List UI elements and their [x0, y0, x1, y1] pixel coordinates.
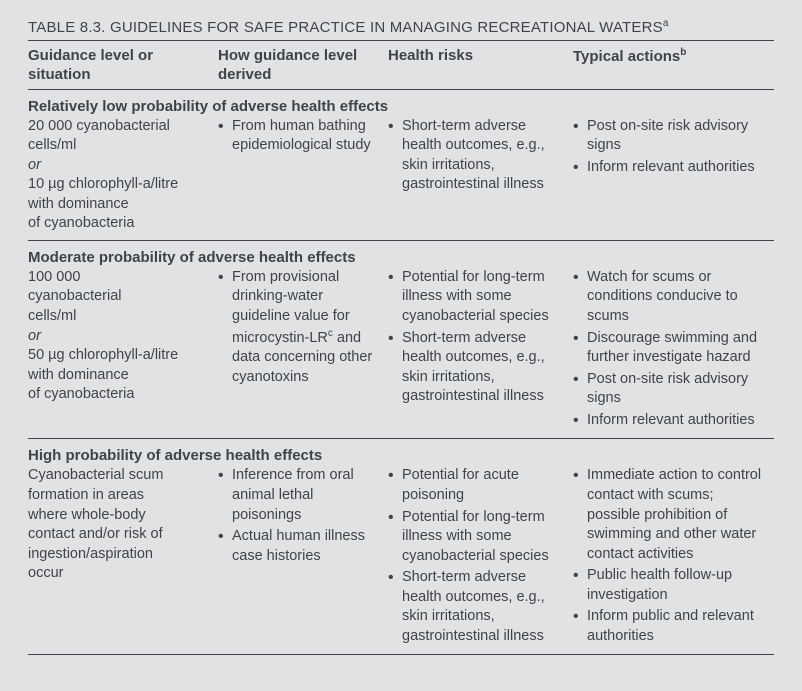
risk-item: Potential for long-term illness with som…: [388, 268, 563, 327]
risks-list: Potential for long-term illness with som…: [388, 268, 563, 407]
situation-line: cells/ml: [28, 307, 208, 327]
guidance-level-cell: 100 000cyanobacterialcells/mlor50 µg chl…: [28, 268, 218, 433]
situation-line: 50 µg chlorophyll-a/litre: [28, 346, 208, 366]
typical-actions-cell: Post on-site risk advisory signsInform r…: [573, 117, 768, 234]
health-risks-cell: Potential for acute poisoningPotential f…: [388, 466, 573, 648]
column-headers: Guidance level or situation How guidance…: [28, 47, 774, 85]
action-item: Discourage swimming and further investig…: [573, 329, 768, 368]
guidance-row: Cyanobacterial scumformation in areaswhe…: [28, 466, 774, 648]
how-derived-cell: From provisional drinking-water guidelin…: [218, 268, 388, 433]
header-actions-footnote: b: [680, 47, 686, 58]
action-item: Watch for scums or conditions conducive …: [573, 268, 768, 327]
actions-list: Post on-site risk advisory signsInform r…: [573, 117, 768, 178]
risk-item: Short-term adverse health outcomes, e.g.…: [388, 568, 563, 646]
risks-list: Potential for acute poisoningPotential f…: [388, 466, 563, 646]
table-8-3: TABLE 8.3. GUIDELINES FOR SAFE PRACTICE …: [28, 18, 774, 655]
action-item: Public health follow-up investigation: [573, 566, 768, 605]
situation-line: occur: [28, 564, 208, 584]
actions-list: Immediate action to control contact with…: [573, 466, 768, 646]
situation-line: contact and/or risk of: [28, 525, 208, 545]
situation-line: with dominance: [28, 195, 208, 215]
health-risks-cell: Potential for long-term illness with som…: [388, 268, 573, 433]
risk-item: Potential for long-term illness with som…: [388, 508, 563, 567]
typical-actions-cell: Immediate action to control contact with…: [573, 466, 768, 648]
title-text: TABLE 8.3. GUIDELINES FOR SAFE PRACTICE …: [28, 19, 663, 36]
section-header: High probability of adverse health effec…: [28, 447, 774, 464]
situation-line: of cyanobacteria: [28, 214, 208, 234]
header-guidance-level: Guidance level or situation: [28, 47, 218, 85]
situation-line: cells/ml: [28, 136, 208, 156]
situation-or: or: [28, 327, 208, 347]
action-item: Inform public and relevant authorities: [573, 607, 768, 646]
situation-line: 100 000: [28, 268, 208, 288]
risk-item: Short-term adverse health outcomes, e.g.…: [388, 117, 563, 195]
title-footnote: a: [663, 18, 669, 29]
risks-list: Short-term adverse health outcomes, e.g.…: [388, 117, 563, 195]
section-header: Relatively low probability of adverse he…: [28, 98, 774, 115]
section-rule: [28, 654, 774, 655]
action-item: Inform relevant authorities: [573, 411, 768, 431]
situation-or: or: [28, 156, 208, 176]
typical-actions-cell: Watch for scums or conditions conducive …: [573, 268, 768, 433]
header-health-risks: Health risks: [388, 47, 573, 85]
situation-line: 10 µg chlorophyll-a/litre: [28, 175, 208, 195]
header-actions-text: Typical actions: [573, 48, 680, 65]
derived-item: Inference from oral animal lethal poison…: [218, 466, 378, 525]
situation-line: cyanobacterial: [28, 287, 208, 307]
derived-item: From provisional drinking-water guidelin…: [218, 268, 378, 387]
section-rule: [28, 240, 774, 241]
situation-line: 20 000 cyanobacterial: [28, 117, 208, 137]
guidance-level-cell: 20 000 cyanobacterialcells/mlor10 µg chl…: [28, 117, 218, 234]
action-item: Post on-site risk advisory signs: [573, 117, 768, 156]
derived-item: From human bathing epidemiological study: [218, 117, 378, 156]
guidance-level-cell: Cyanobacterial scumformation in areaswhe…: [28, 466, 218, 648]
situation-line: with dominance: [28, 366, 208, 386]
derived-list: From provisional drinking-water guidelin…: [218, 268, 378, 387]
how-derived-cell: From human bathing epidemiological study: [218, 117, 388, 234]
how-derived-cell: Inference from oral animal lethal poison…: [218, 466, 388, 648]
risk-item: Potential for acute poisoning: [388, 466, 563, 505]
situation-line: of cyanobacteria: [28, 385, 208, 405]
situation-line: Cyanobacterial scum: [28, 466, 208, 486]
action-item: Immediate action to control contact with…: [573, 466, 768, 564]
section-header: Moderate probability of adverse health e…: [28, 249, 774, 266]
section-rule: [28, 438, 774, 439]
situation-line: where whole-body: [28, 506, 208, 526]
derived-list: Inference from oral animal lethal poison…: [218, 466, 378, 566]
guidance-row: 20 000 cyanobacterialcells/mlor10 µg chl…: [28, 117, 774, 234]
actions-list: Watch for scums or conditions conducive …: [573, 268, 768, 431]
action-item: Inform relevant authorities: [573, 158, 768, 178]
situation-line: formation in areas: [28, 486, 208, 506]
header-typical-actions: Typical actionsb: [573, 47, 768, 85]
derived-item: Actual human illness case histories: [218, 527, 378, 566]
action-item: Post on-site risk advisory signs: [573, 370, 768, 409]
table-title: TABLE 8.3. GUIDELINES FOR SAFE PRACTICE …: [28, 18, 774, 36]
guidance-row: 100 000cyanobacterialcells/mlor50 µg chl…: [28, 268, 774, 433]
top-rule: [28, 40, 774, 41]
derived-list: From human bathing epidemiological study: [218, 117, 378, 156]
header-how-derived: How guidance level derived: [218, 47, 388, 85]
table-body: Relatively low probability of adverse he…: [28, 98, 774, 656]
health-risks-cell: Short-term adverse health outcomes, e.g.…: [388, 117, 573, 234]
situation-line: ingestion/aspiration: [28, 545, 208, 565]
risk-item: Short-term adverse health outcomes, e.g.…: [388, 329, 563, 407]
header-rule: [28, 89, 774, 90]
